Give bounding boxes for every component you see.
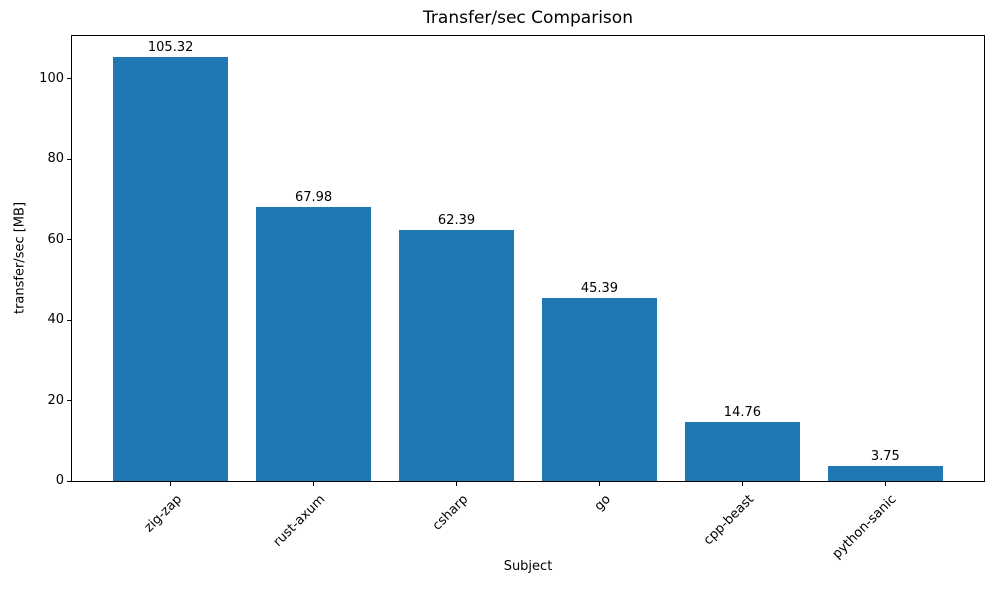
x-tick	[170, 481, 172, 486]
x-tick	[741, 481, 743, 486]
bar-value-label: 105.32	[147, 40, 194, 56]
x-tick-label: cpp-beast	[700, 492, 758, 549]
bar	[685, 421, 800, 481]
bar-value-label: 3.75	[870, 448, 900, 464]
bar-value-label: 45.39	[580, 281, 619, 297]
bar-value-label: 62.39	[437, 212, 476, 228]
bar-value-label: 67.98	[294, 190, 333, 206]
bar	[542, 298, 657, 481]
bar-value-label: 14.76	[723, 404, 762, 420]
y-tick-label: 0	[55, 473, 64, 488]
y-tick	[67, 319, 71, 321]
y-tick	[67, 239, 71, 241]
y-tick-label: 40	[47, 312, 64, 328]
x-tick	[598, 481, 600, 486]
y-tick-label: 80	[47, 151, 64, 167]
x-tick-label: rust-axum	[270, 492, 329, 550]
y-tick	[67, 158, 71, 160]
bar	[113, 57, 228, 481]
y-tick	[67, 400, 71, 402]
x-tick	[313, 481, 315, 486]
x-tick	[884, 481, 886, 486]
x-tick-label: python-sanic	[830, 492, 900, 562]
y-tick	[67, 78, 71, 80]
y-tick-label: 60	[47, 231, 64, 247]
plot-area: 0 20 40 60 80 100 105.32 zig-zap 67.98 rust-axum 6…	[39, 35, 985, 562]
y-axis-label: transfer/sec [MB]	[12, 201, 28, 315]
y-tick-label: 100	[39, 70, 64, 86]
bar	[828, 465, 943, 481]
y-tick	[67, 480, 71, 482]
x-tick-label: csharp	[429, 492, 472, 534]
bar	[256, 207, 371, 481]
x-tick-label: zig-zap	[141, 492, 186, 536]
y-tick-label: 20	[47, 392, 64, 408]
chart-title: Transfer/sec Comparison	[423, 8, 633, 28]
bar	[399, 229, 514, 481]
x-tick	[456, 481, 458, 486]
x-axis-label: Subject	[503, 559, 553, 574]
x-tick-label: go	[592, 492, 615, 515]
